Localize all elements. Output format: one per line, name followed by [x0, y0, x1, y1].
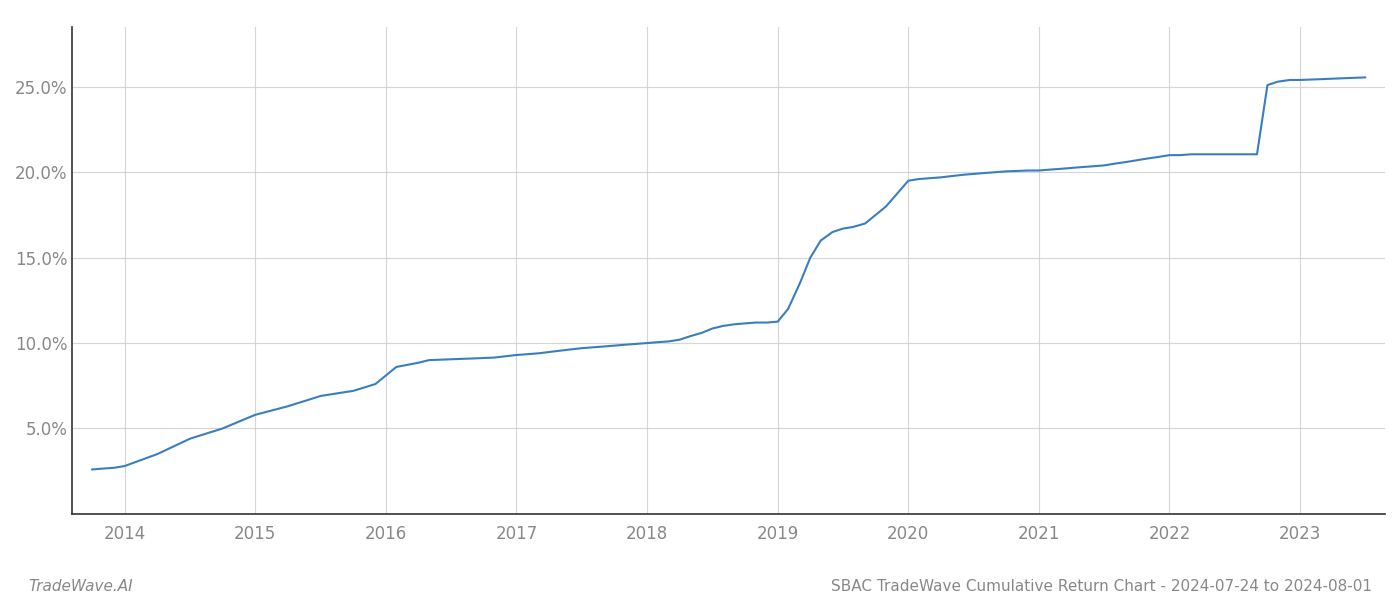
Text: TradeWave.AI: TradeWave.AI	[28, 579, 133, 594]
Text: SBAC TradeWave Cumulative Return Chart - 2024-07-24 to 2024-08-01: SBAC TradeWave Cumulative Return Chart -…	[832, 579, 1372, 594]
